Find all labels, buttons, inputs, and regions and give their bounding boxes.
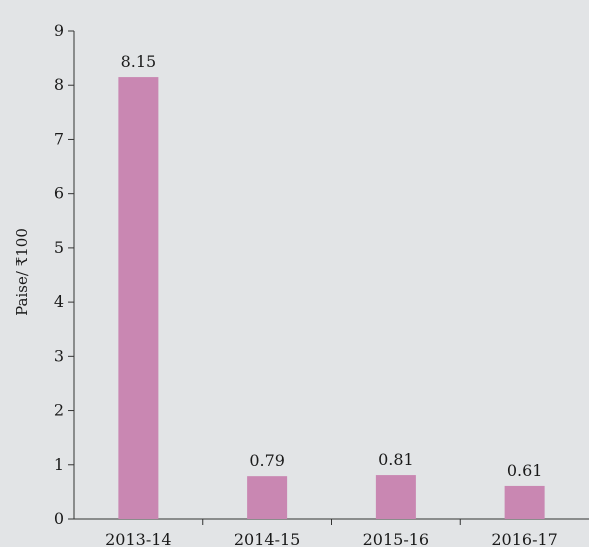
y-tick-label: 9 (54, 21, 64, 40)
y-tick-label: 2 (54, 401, 64, 420)
y-tick-label: 3 (54, 346, 64, 365)
data-label-2014-15: 0.79 (249, 451, 285, 470)
bar-2014-15 (247, 476, 288, 519)
y-tick-label: 8 (54, 75, 64, 94)
y-ticks-group: 0 1 2 3 4 5 6 7 8 9 (54, 21, 74, 528)
x-tick-label-2014-15: 2014-15 (234, 530, 300, 547)
y-axis-label: Paise/ ₹100 (13, 228, 31, 316)
y-tick-label: 1 (54, 455, 64, 474)
bar-2015-16 (375, 475, 416, 519)
y-tick-label: 7 (54, 129, 64, 148)
data-label-2015-16: 0.81 (378, 450, 414, 469)
bars-group (118, 77, 545, 519)
y-tick-label: 4 (54, 292, 64, 311)
y-tick-label: 0 (54, 509, 64, 528)
data-labels-group: 8.15 0.79 0.81 0.61 (121, 52, 543, 480)
bar-2016-17 (504, 485, 545, 519)
y-tick-label: 5 (54, 238, 64, 257)
x-ticks-group: 2013-14 2014-15 2015-16 2016-17 (105, 519, 558, 547)
data-label-2013-14: 8.15 (121, 52, 157, 71)
x-tick-label-2016-17: 2016-17 (491, 530, 557, 547)
data-label-2016-17: 0.61 (507, 461, 543, 480)
x-tick-label-2015-16: 2015-16 (363, 530, 429, 547)
x-tick-label-2013-14: 2013-14 (105, 530, 171, 547)
y-tick-label: 6 (54, 184, 64, 203)
bar-2013-14 (118, 77, 159, 519)
